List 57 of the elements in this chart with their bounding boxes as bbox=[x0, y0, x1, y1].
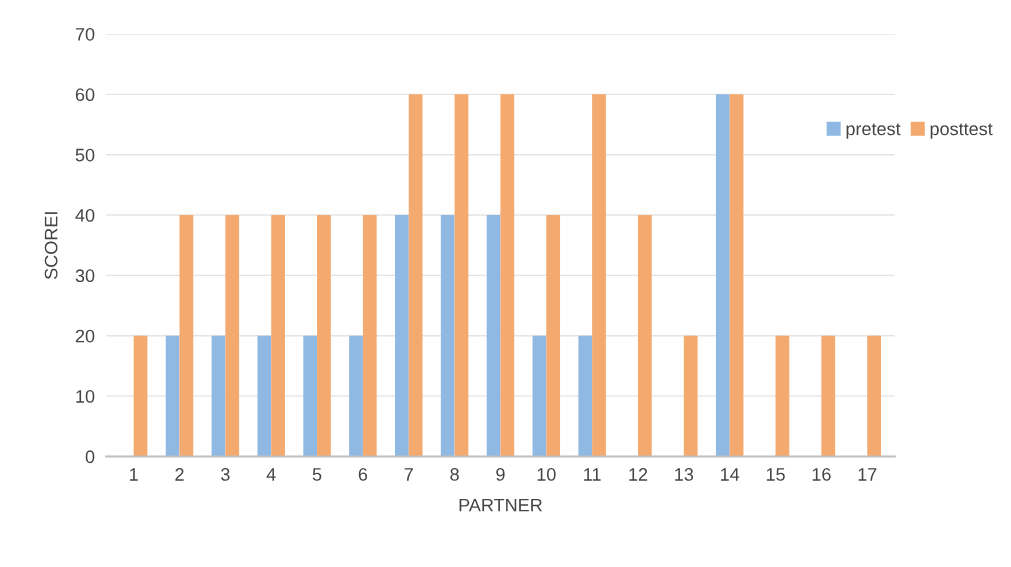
bar bbox=[211, 335, 226, 457]
x-tick-label: 7 bbox=[404, 468, 413, 481]
x-tick-label: 11 bbox=[584, 468, 601, 481]
x-tick-label: 8 bbox=[450, 468, 459, 481]
y-tick-label: 10 bbox=[76, 390, 95, 403]
y-tick-label: 40 bbox=[75, 208, 95, 222]
y-tick-label: 60 bbox=[75, 88, 95, 102]
bar bbox=[133, 335, 148, 457]
bar bbox=[637, 215, 652, 457]
y-tick-label: 70 bbox=[75, 27, 95, 41]
x-tick-label: 3 bbox=[221, 468, 230, 481]
legend-label: posttest bbox=[930, 123, 993, 139]
bar bbox=[821, 335, 836, 457]
bar bbox=[546, 215, 561, 457]
y-tick-label: 0 bbox=[85, 450, 95, 464]
x-tick-label: 13 bbox=[675, 468, 694, 481]
bar bbox=[592, 94, 606, 457]
y-tick-label: 30 bbox=[75, 269, 95, 283]
x-tick-label: 5 bbox=[312, 468, 322, 481]
bar bbox=[775, 335, 790, 457]
y-tick-label: 20 bbox=[75, 329, 95, 343]
x-tick-label: 9 bbox=[496, 468, 505, 481]
x-tick-label: 10 bbox=[537, 468, 556, 481]
bar bbox=[440, 215, 455, 457]
bar bbox=[349, 335, 363, 457]
x-tick-label: 14 bbox=[721, 468, 740, 481]
bar bbox=[271, 215, 285, 457]
bar bbox=[257, 335, 272, 457]
bar bbox=[317, 215, 331, 457]
x-tick-label: 15 bbox=[766, 468, 785, 481]
y-tick-label: 50 bbox=[75, 148, 95, 162]
bar bbox=[500, 94, 515, 457]
bar bbox=[867, 335, 881, 457]
bar bbox=[179, 215, 194, 457]
x-tick-label: 12 bbox=[629, 468, 648, 481]
bar bbox=[165, 335, 180, 457]
x-axis-title: PARTNER bbox=[459, 498, 542, 512]
bar bbox=[362, 215, 377, 457]
bar bbox=[486, 215, 501, 457]
bar bbox=[225, 215, 240, 457]
bar bbox=[395, 215, 409, 457]
bar bbox=[408, 94, 423, 457]
bar bbox=[303, 335, 318, 457]
x-tick-label: 4 bbox=[266, 468, 276, 481]
x-tick-label: 1 bbox=[130, 468, 138, 481]
bar bbox=[715, 94, 730, 457]
bar bbox=[454, 94, 469, 457]
x-tick-label: 2 bbox=[175, 468, 184, 481]
bar bbox=[532, 335, 547, 457]
legend-label: pretest bbox=[846, 123, 901, 139]
y-axis-title: SCOREI bbox=[44, 212, 58, 280]
x-tick-label: 16 bbox=[812, 468, 831, 481]
bar bbox=[683, 335, 698, 457]
x-tick-label: 17 bbox=[858, 468, 877, 481]
bar bbox=[729, 94, 744, 457]
bar bbox=[578, 335, 593, 457]
x-tick-label: 6 bbox=[358, 468, 368, 481]
